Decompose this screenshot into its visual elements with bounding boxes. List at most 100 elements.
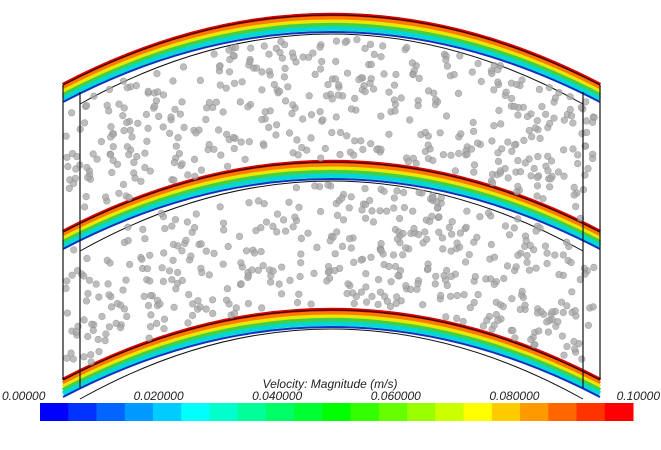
colorbar-band [491, 403, 521, 421]
particle [497, 120, 505, 128]
shell-edge [62, 161, 601, 233]
particle [385, 262, 393, 271]
particle [526, 241, 534, 249]
particle [397, 94, 405, 102]
particle [95, 348, 103, 356]
particle [570, 183, 578, 191]
particle [286, 276, 294, 285]
particle [191, 224, 199, 232]
particle [550, 114, 558, 122]
particle [400, 189, 408, 197]
shell-edge [79, 33, 584, 105]
colorbar-band [520, 403, 549, 421]
particle [156, 300, 164, 308]
particle [323, 277, 331, 285]
particle [84, 173, 92, 181]
particle [288, 109, 296, 118]
particle [238, 78, 246, 86]
particle [355, 75, 363, 84]
velocity-band [61, 23, 602, 98]
particle [257, 248, 265, 256]
particle [128, 133, 136, 141]
particle [153, 319, 161, 328]
particle [244, 103, 252, 111]
particle [387, 278, 395, 286]
particle [62, 132, 70, 140]
particle [544, 328, 553, 336]
particle [188, 311, 197, 320]
particle [125, 151, 133, 159]
particle [366, 197, 374, 205]
particle [424, 264, 432, 273]
colorbar: 0.00000 0.020000 0.040000 0.060000 0.080000 0… [2, 389, 660, 421]
particle [366, 40, 375, 49]
particle [236, 98, 244, 106]
particle [490, 86, 498, 94]
particle [304, 229, 312, 237]
velocity-band [62, 178, 601, 250]
particle [588, 154, 597, 163]
particle [332, 113, 340, 121]
particle [101, 193, 110, 201]
particle [142, 110, 150, 119]
particle [510, 141, 519, 149]
particle [510, 224, 518, 232]
particle [63, 309, 71, 317]
particle [203, 104, 211, 112]
particle [282, 227, 290, 235]
particle [202, 247, 210, 255]
particle [144, 302, 153, 310]
particle [311, 70, 319, 78]
particle [545, 183, 554, 191]
particle [457, 130, 465, 138]
particle [82, 193, 90, 201]
particle [560, 351, 568, 359]
particle [362, 283, 370, 291]
particle [490, 253, 499, 261]
particle [171, 105, 179, 113]
particle [157, 209, 165, 217]
particle [84, 332, 92, 341]
particle [410, 224, 418, 233]
particle [159, 123, 167, 131]
particle [80, 353, 88, 361]
particle [217, 151, 225, 159]
colorbar-band [124, 403, 154, 421]
shell-edge [62, 309, 601, 381]
colorbar-band [68, 403, 97, 421]
particle [428, 212, 436, 220]
particle [347, 244, 355, 252]
particle [143, 265, 151, 273]
particle [473, 139, 482, 147]
particle [297, 259, 305, 267]
particle [333, 211, 342, 219]
particle [324, 263, 333, 271]
velocity-band [61, 311, 602, 386]
particle [153, 69, 161, 78]
colorbar-band [435, 403, 465, 421]
particle [366, 79, 374, 87]
particle [374, 276, 383, 284]
particle [377, 145, 385, 153]
particle [137, 177, 145, 185]
particle [194, 297, 202, 305]
particle [119, 180, 128, 189]
particle [357, 137, 365, 145]
particle [141, 149, 149, 157]
particle [82, 297, 91, 305]
particle [350, 258, 358, 267]
particle [331, 250, 339, 258]
particle [289, 53, 298, 61]
particle [224, 242, 232, 251]
particle [273, 228, 281, 236]
particle [92, 280, 100, 288]
particle [165, 267, 174, 275]
particle [198, 269, 206, 277]
particle [508, 295, 516, 303]
particle [85, 276, 94, 284]
particle [483, 316, 491, 325]
particle [391, 262, 400, 271]
particle [520, 136, 528, 144]
particle [189, 300, 197, 308]
particle [490, 321, 498, 329]
